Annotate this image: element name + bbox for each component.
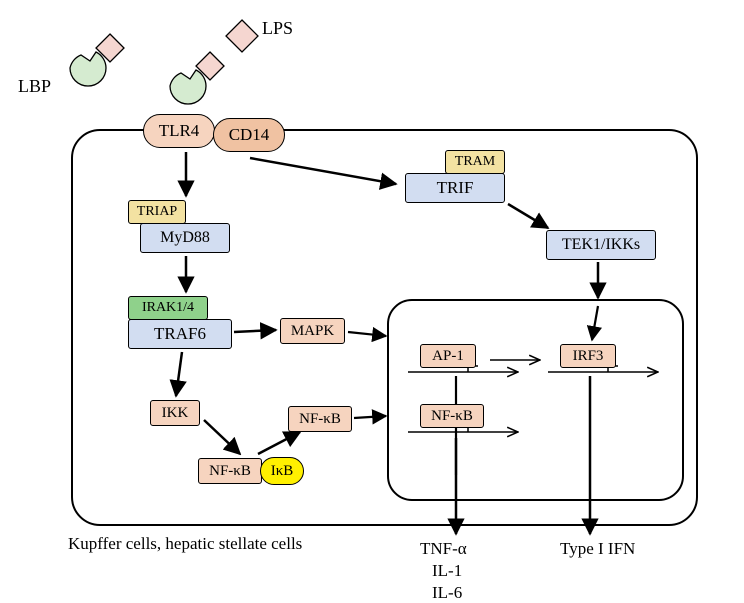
node-nfkb_bound: NF-κB	[198, 458, 262, 484]
node-mapk: MAPK	[280, 318, 345, 344]
node-tram: TRAM	[445, 150, 505, 174]
label-IFN_t: Type I IFN	[560, 539, 635, 559]
node-ikk: IKK	[150, 400, 200, 426]
node-triap: TRIAP	[128, 200, 186, 224]
diagram-svg	[0, 0, 744, 601]
label-IL6_t: IL-6	[432, 583, 462, 603]
node-myd88: MyD88	[140, 223, 230, 253]
node-nfkb_cy: NF-κB	[288, 406, 352, 432]
node-tek1: TEK1/IKKs	[546, 230, 656, 260]
node-cd14: CD14	[213, 118, 285, 152]
node-ap1: AP-1	[420, 344, 476, 368]
label-TNF_t: TNF-α	[420, 539, 467, 559]
label-caption_t: Kupffer cells, hepatic stellate cells	[68, 534, 302, 554]
label-LPS_t: LPS	[262, 18, 293, 39]
node-tlr4: TLR4	[143, 114, 215, 148]
node-irak: IRAK1/4	[128, 296, 208, 320]
node-irf3: IRF3	[560, 344, 616, 368]
node-trif: TRIF	[405, 173, 505, 203]
node-nfkb_nuc: NF-κB	[420, 404, 484, 428]
label-LBP_t: LBP	[18, 76, 51, 97]
label-IL1_t: IL-1	[432, 561, 462, 581]
node-traf6: TRAF6	[128, 319, 232, 349]
node-ikb: IκB	[260, 457, 304, 485]
